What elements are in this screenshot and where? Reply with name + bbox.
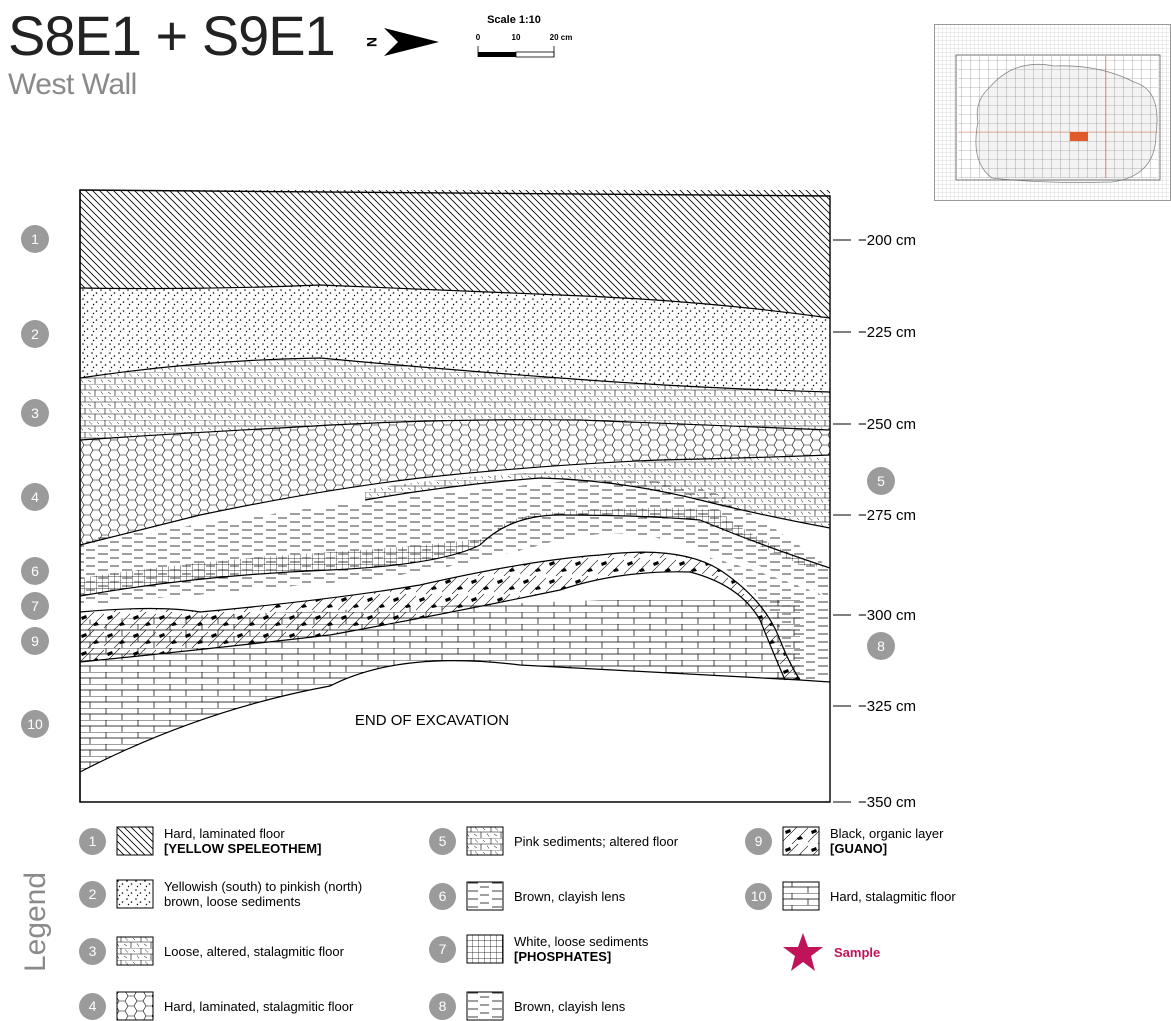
layer-marker-9: 9 — [21, 627, 49, 655]
legend-label: Loose, altered, stalagmitic floor — [164, 943, 344, 959]
end-of-excavation-label: END OF EXCAVATION — [355, 712, 509, 729]
legend-item-6: 6 Brown, clayish lens — [429, 881, 625, 911]
depth-label-225: −225 cm — [858, 324, 916, 341]
diagonal-hatch-swatch — [116, 826, 154, 856]
legend-label: Brown, clayish lens — [514, 998, 626, 1014]
layer-1 — [80, 190, 830, 318]
svg-text:10: 10 — [27, 716, 43, 732]
legend-label: Black, organic layer [GUANO] — [830, 826, 944, 856]
legend-label: Hard, laminated, stalagmitic floor — [164, 998, 354, 1014]
legend-label: Pink sediments; altered floor — [514, 833, 679, 849]
legend-label: Yellowish (south) to pinkish (north) brow… — [164, 879, 363, 909]
legend-item-2: 2 Yellowish (south) to pinkish (north) br… — [79, 879, 362, 909]
layer-marker-5: 5 — [867, 467, 895, 495]
svg-text:3: 3 — [31, 405, 39, 421]
layer-marker-2: 2 — [21, 320, 49, 348]
scale-title: Scale 1:10 — [487, 14, 541, 26]
layer-marker-3: 3 — [21, 399, 49, 427]
depth-label-250: −250 cm — [858, 416, 916, 433]
svg-text:1: 1 — [31, 231, 39, 247]
scale-tick-0: 0 — [476, 33, 481, 42]
legend-item-10: 10 Hard, stalagmitic floor — [745, 881, 956, 911]
layer-9 — [80, 552, 800, 680]
depth-label-200: −200 cm — [858, 232, 916, 249]
diagonal-with-blobs-swatch — [782, 826, 820, 856]
depth-label-275: −275 cm — [858, 507, 916, 524]
layer-8 — [700, 555, 830, 682]
svg-text:6: 6 — [31, 563, 39, 579]
legend-label: Hard, stalagmitic floor — [830, 888, 956, 904]
layer-marker-6: 6 — [21, 557, 49, 585]
layer-4 — [80, 419, 830, 545]
legend-item-8: 8 Brown, clayish lens — [429, 991, 625, 1021]
scale-bar: Scale 1:10 0 10 20 cm — [476, 14, 573, 58]
layer-2 — [80, 285, 830, 392]
north-arrow-icon: N — [364, 28, 439, 56]
dashed-lines-swatch — [466, 881, 504, 911]
crosshatch-grid-swatch — [466, 934, 504, 964]
brick-dashes-swatch — [466, 826, 504, 856]
scale-tick-20: 20 cm — [550, 33, 573, 42]
depth-label-350: −350 cm — [858, 794, 916, 811]
page-subtitle: West Wall — [8, 68, 137, 101]
svg-text:2: 2 — [31, 326, 39, 342]
sample-label: Sample — [834, 944, 881, 960]
layer-marker-4: 4 — [21, 483, 49, 511]
legend-item-9: 9 Black, organic layer [GUANO] — [745, 826, 943, 856]
legend-item-1: 1 Hard, laminated floor [YELLOW SPELEOTHE… — [79, 826, 321, 856]
dots-swatch — [116, 879, 154, 909]
north-label: N — [364, 37, 380, 47]
legend-label: White, loose sediments [PHOSPHATES] — [514, 934, 649, 964]
dashed-lines-swatch — [466, 991, 504, 1021]
brick-dashes-swatch — [116, 936, 154, 966]
depth-label-325: −325 cm — [858, 698, 916, 715]
depth-label-300: −300 cm — [858, 607, 916, 624]
layer-marker-1: 1 — [21, 225, 49, 253]
bricks-swatch — [782, 881, 820, 911]
star-icon — [783, 933, 823, 971]
layer-5 — [365, 456, 830, 528]
location-minimap — [934, 24, 1171, 201]
legend-item-3: 3 Loose, altered, stalagmitic floor — [79, 936, 344, 966]
legend-title: Legend — [19, 871, 52, 973]
svg-text:5: 5 — [877, 473, 885, 489]
svg-text:9: 9 — [31, 633, 39, 649]
scale-tick-10: 10 — [512, 33, 521, 42]
excavation-unit-highlight — [1070, 132, 1088, 141]
legend-item-4: 4 Hard, laminated, stalagmitic floor — [79, 991, 353, 1021]
layer-7 — [80, 507, 830, 596]
layer-3 — [80, 358, 830, 440]
svg-text:4: 4 — [31, 489, 39, 505]
legend-item-sample: Sample — [782, 932, 880, 972]
stratigraphic-profile: −200 cm −225 cm −250 cm −275 cm −300 cm … — [21, 189, 916, 811]
hexagons-swatch — [116, 991, 154, 1021]
svg-text:8: 8 — [877, 638, 885, 654]
page-title: S8E1 + S9E1 — [8, 4, 336, 67]
legend-label: Brown, clayish lens — [514, 888, 626, 904]
layer-marker-7: 7 — [21, 592, 49, 620]
layer-marker-10: 10 — [21, 710, 49, 738]
legend-item-7: 7 White, loose sediments [PHOSPHATES] — [429, 934, 648, 964]
legend-item-5: 5 Pink sediments; altered floor — [429, 826, 678, 856]
layer-marker-8: 8 — [867, 632, 895, 660]
legend-label: Hard, laminated floor [YELLOW SPELEOTHEM] — [164, 826, 322, 856]
svg-text:7: 7 — [31, 598, 39, 614]
